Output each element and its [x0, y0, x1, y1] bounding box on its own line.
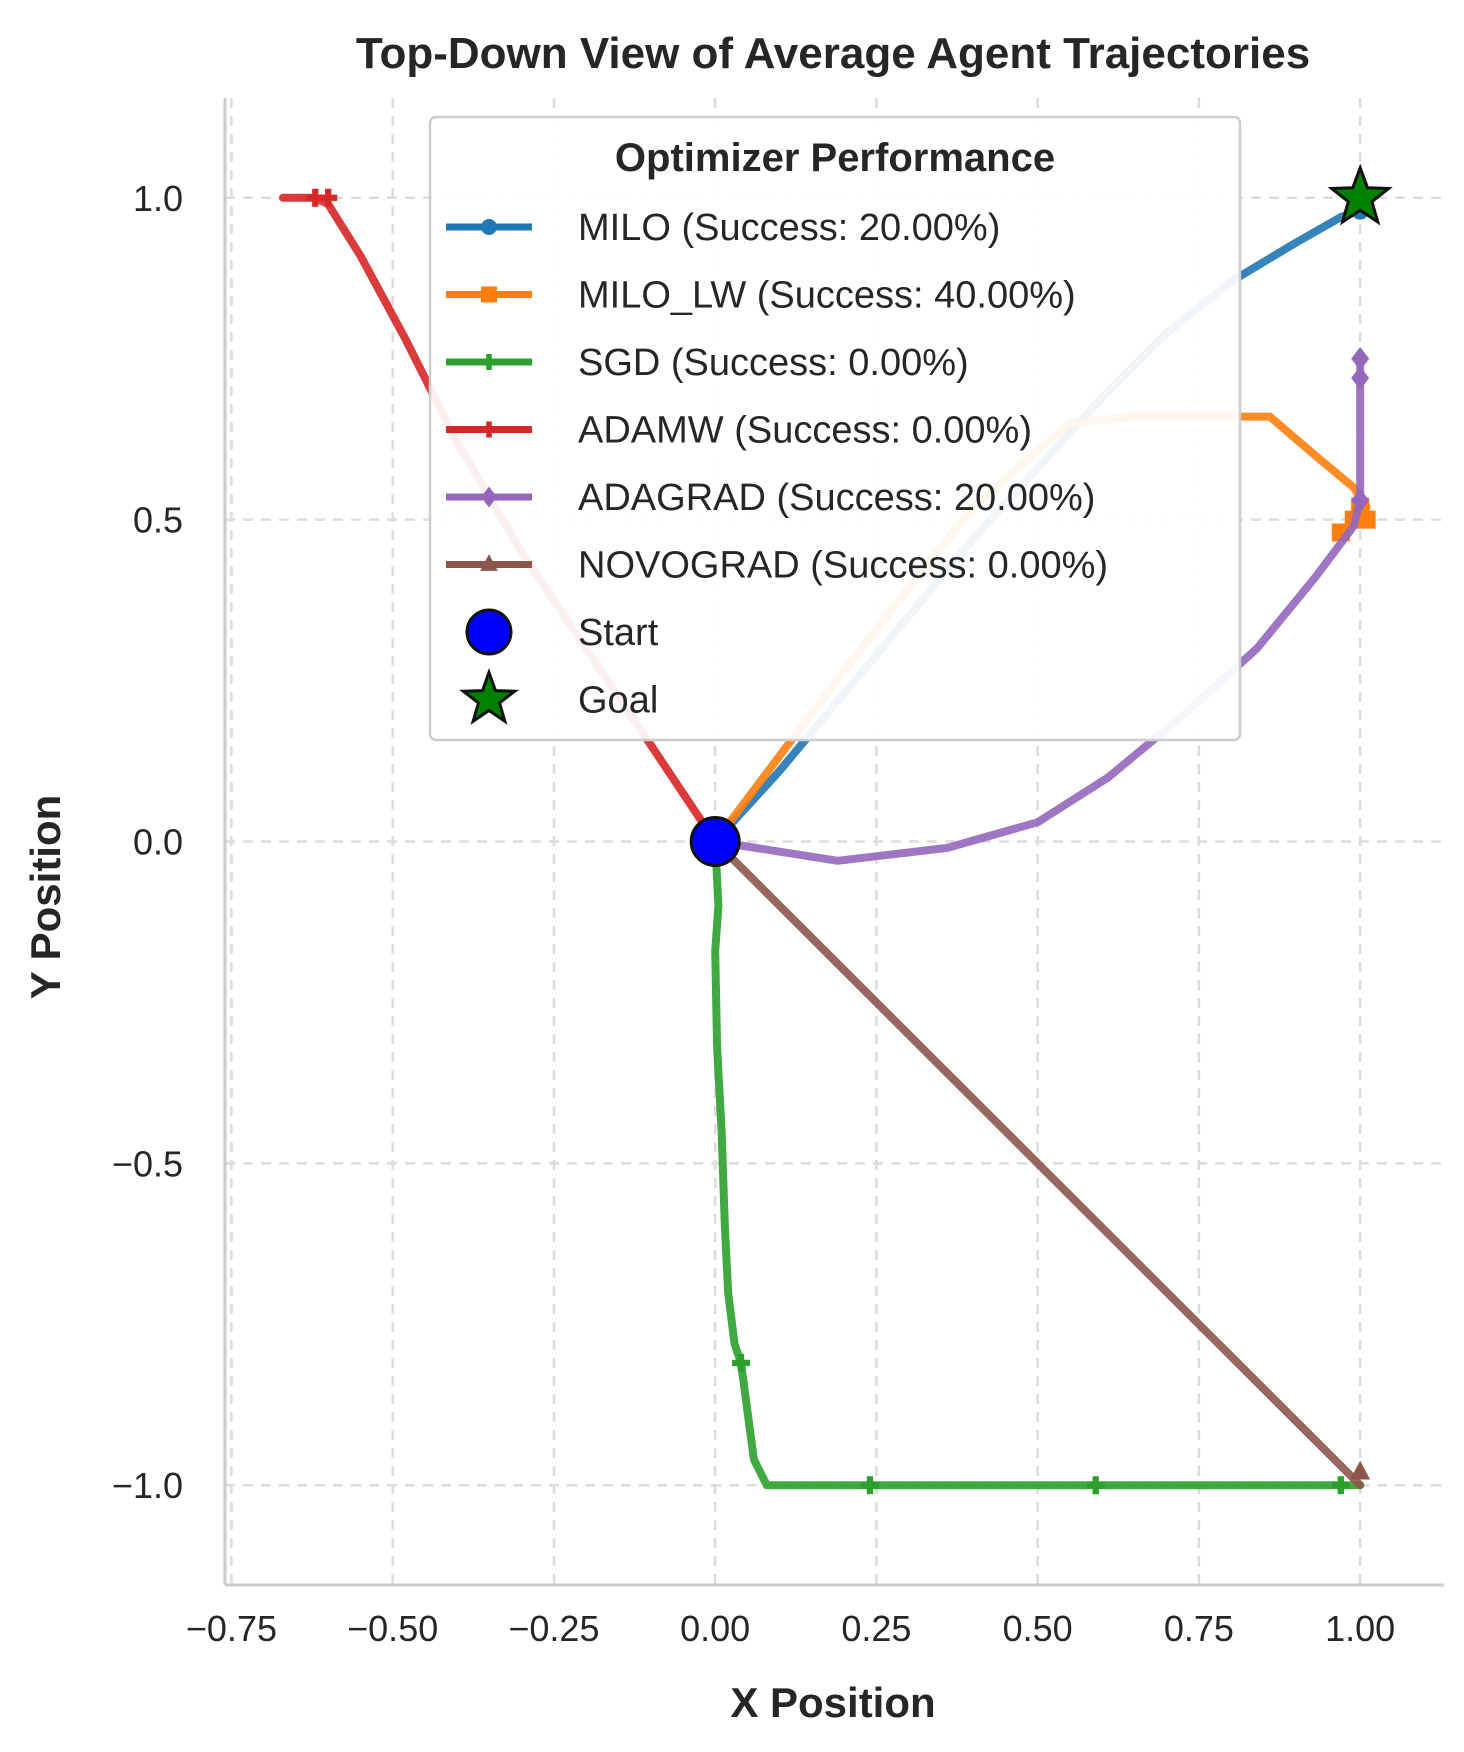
x-tick-label: 1.00	[1325, 1608, 1395, 1649]
y-tick-label: 1.0	[133, 178, 183, 219]
y-tick-label: 0.0	[133, 822, 183, 863]
series-line	[711, 837, 1365, 1490]
data-point	[1331, 1476, 1350, 1495]
data-point	[1351, 488, 1370, 513]
data-point	[480, 554, 498, 571]
data-point	[481, 486, 497, 508]
series-novograd	[711, 837, 1371, 1490]
x-tick-label: −0.50	[347, 1608, 438, 1649]
y-tick-label: −1.0	[112, 1465, 183, 1506]
data-point	[481, 219, 497, 235]
data-point	[306, 188, 325, 207]
x-tick-label: 0.75	[1164, 1608, 1234, 1649]
special-points	[689, 163, 1393, 867]
start-point	[689, 816, 741, 867]
data-point	[860, 1476, 879, 1495]
legend-label: MILO_LW (Success: 40.00%)	[578, 275, 1076, 317]
legend-entry: SGD (Success: 0.00%)	[446, 342, 969, 384]
data-point	[481, 354, 497, 370]
legend-label: Goal	[578, 680, 658, 722]
chart-title: Top-Down View of Average Agent Trajector…	[356, 29, 1310, 78]
legend-entry: Start	[465, 608, 659, 656]
legend-title: Optimizer Performance	[615, 136, 1055, 180]
x-tick-label: −0.75	[186, 1608, 277, 1649]
series-line	[711, 837, 1365, 1490]
tick-labels: −0.75 −0.50 −0.25 0.00 0.25 0.50 0.75 1.00 −1.0 −…	[112, 178, 1395, 1649]
legend-entry: MILO_LW (Success: 40.00%)	[446, 275, 1076, 317]
legend-entry: ADAGRAD (Success: 20.00%)	[446, 477, 1095, 519]
data-point	[1086, 1476, 1105, 1495]
legend-label: Start	[578, 612, 659, 654]
series-sgd	[711, 837, 1365, 1495]
legend-label: ADAGRAD (Success: 20.00%)	[578, 477, 1095, 519]
legend-entry: Goal	[459, 668, 658, 725]
legend-label: SGD (Success: 0.00%)	[578, 342, 969, 384]
goal-point	[1327, 163, 1393, 226]
data-point	[319, 188, 338, 207]
data-point	[481, 421, 497, 438]
legend-label: MILO (Success: 20.00%)	[578, 207, 1000, 249]
data-point	[1350, 1460, 1371, 1480]
y-tick-label: 0.5	[133, 500, 183, 541]
legend-label: NOVOGRAD (Success: 0.00%)	[578, 545, 1108, 587]
legend-goal-marker	[459, 668, 519, 725]
legend-label: ADAMW (Success: 0.00%)	[578, 410, 1032, 452]
legend-entry: NOVOGRAD (Success: 0.00%)	[446, 545, 1108, 587]
legend-start-marker	[465, 608, 513, 656]
x-tick-label: −0.25	[508, 1608, 599, 1649]
x-tick-label: 0.50	[1003, 1608, 1073, 1649]
y-tick-label: −0.5	[112, 1143, 183, 1184]
legend-entry: ADAMW (Success: 0.00%)	[446, 410, 1032, 452]
legend: Optimizer Performance MILO (Success: 20.0…	[428, 115, 1242, 742]
legend-entry: MILO (Success: 20.00%)	[446, 207, 1000, 249]
x-axis-label: X Position	[730, 1679, 935, 1726]
legend-box	[428, 115, 1242, 742]
data-point	[1351, 347, 1370, 371]
data-point	[731, 1353, 750, 1372]
data-point	[1357, 510, 1376, 529]
x-tick-label: 0.00	[680, 1608, 750, 1649]
y-axis-label: Y Position	[22, 795, 69, 1000]
data-point	[481, 286, 497, 303]
axes	[223, 98, 1444, 1587]
x-tick-label: 0.25	[841, 1608, 911, 1649]
data-point	[1351, 366, 1370, 390]
